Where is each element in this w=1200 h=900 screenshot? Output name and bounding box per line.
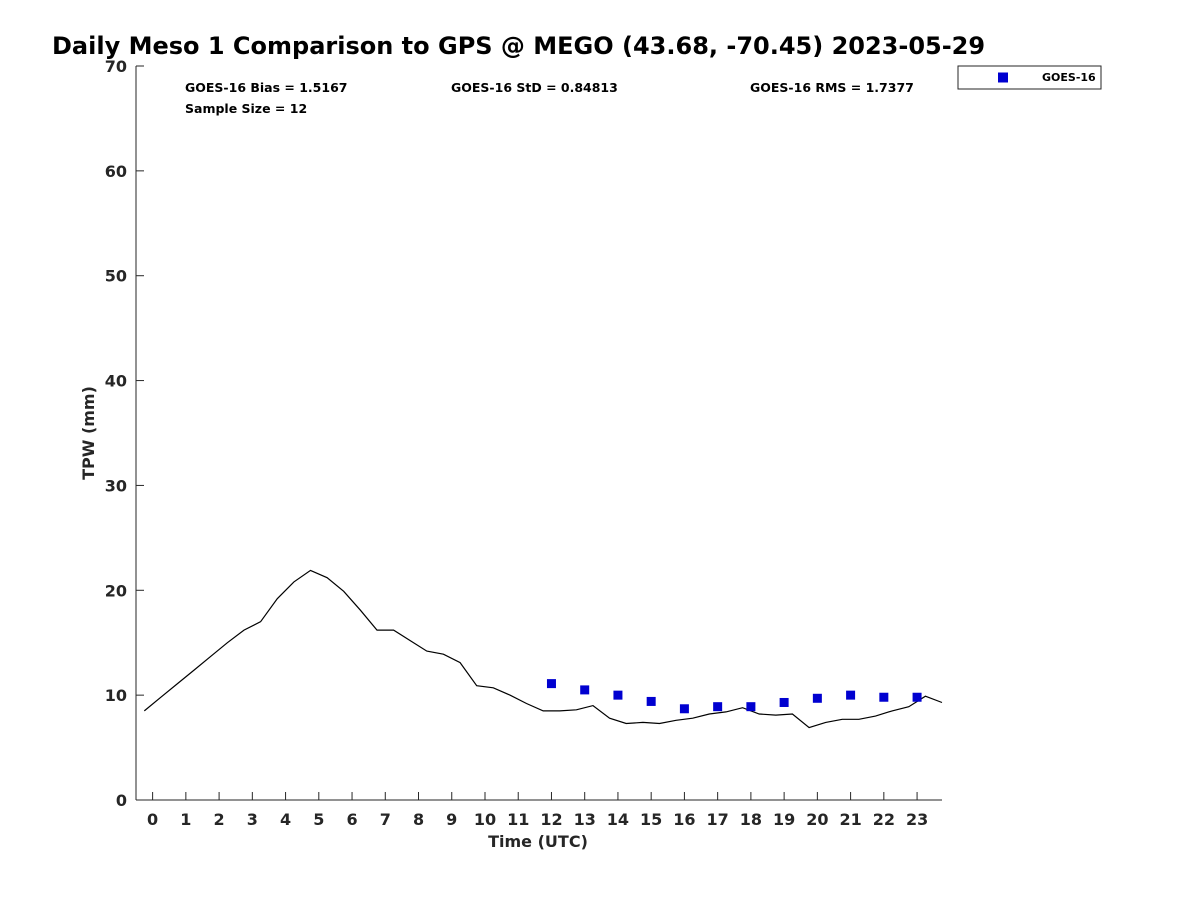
y-tick-label: 70 (105, 57, 127, 76)
y-axis-label: TPW (mm) (79, 386, 98, 480)
goes16-point (879, 692, 889, 702)
x-tick-label: 0 (147, 810, 158, 829)
x-tick-label: 4 (280, 810, 291, 829)
x-tick-label: 19 (773, 810, 795, 829)
goes16-point (846, 690, 856, 700)
legend-box (957, 65, 1102, 90)
y-ticks: 0 10 20 30 40 50 60 70 (105, 57, 144, 810)
y-tick-label: 50 (105, 267, 127, 286)
chart-title: Daily Meso 1 Comparison to GPS @ MEGO (4… (52, 32, 985, 60)
x-tick-label: 5 (313, 810, 324, 829)
y-tick-label: 60 (105, 162, 127, 181)
y-tick-label: 0 (116, 791, 127, 810)
goes16-point (646, 696, 656, 706)
y-tick-label: 30 (105, 476, 127, 495)
legend-marker (998, 72, 1008, 83)
x-tick-label: 17 (707, 810, 729, 829)
axes (135, 66, 942, 801)
x-tick-label: 7 (380, 810, 391, 829)
x-tick-label: 15 (640, 810, 662, 829)
legend: GOES-16 (957, 65, 1102, 90)
goes16-point (580, 685, 590, 695)
y-tick-label: 40 (105, 372, 127, 391)
x-tick-label: 11 (507, 810, 529, 829)
legend-label: GOES-16 (1042, 71, 1096, 84)
x-tick-label: 9 (446, 810, 457, 829)
y-tick-label: 20 (105, 581, 127, 600)
goes16-point (812, 693, 822, 703)
stats-annotations: GOES-16 Bias = 1.5167 GOES-16 StD = 0.84… (185, 80, 914, 116)
stat-bias: GOES-16 Bias = 1.5167 (185, 80, 347, 95)
x-axis-label: Time (UTC) (488, 832, 588, 851)
goes16-point (613, 690, 623, 700)
x-tick-label: 20 (806, 810, 828, 829)
x-ticks: 0 1 2 3 4 5 6 7 8 9 10 11 12 13 14 15 16 17 18 19 20 21 22 23 (147, 792, 928, 829)
x-tick-label: 13 (574, 810, 596, 829)
stat-rms: GOES-16 RMS = 1.7377 (750, 80, 914, 95)
goes16-point (679, 704, 689, 714)
goes16-point (746, 702, 756, 712)
goes16-point (779, 697, 789, 707)
x-tick-label: 2 (214, 810, 225, 829)
goes16-point (713, 702, 723, 712)
goes16-point (912, 692, 922, 702)
x-tick-label: 10 (474, 810, 496, 829)
x-tick-label: 1 (180, 810, 191, 829)
x-tick-label: 18 (740, 810, 762, 829)
x-tick-label: 16 (673, 810, 695, 829)
x-tick-label: 21 (839, 810, 861, 829)
stat-std: GOES-16 StD = 0.84813 (451, 80, 618, 95)
x-tick-label: 22 (873, 810, 895, 829)
y-tick-label: 10 (105, 686, 127, 705)
gps-tpw-line (143, 569, 943, 729)
goes16-point (546, 679, 556, 689)
x-tick-label: 23 (906, 810, 928, 829)
stat-sample-size: Sample Size = 12 (185, 101, 307, 116)
plot-area (143, 569, 943, 729)
x-tick-label: 3 (247, 810, 258, 829)
x-tick-label: 6 (346, 810, 357, 829)
x-tick-label: 12 (540, 810, 562, 829)
x-tick-label: 14 (607, 810, 629, 829)
x-tick-label: 8 (413, 810, 424, 829)
